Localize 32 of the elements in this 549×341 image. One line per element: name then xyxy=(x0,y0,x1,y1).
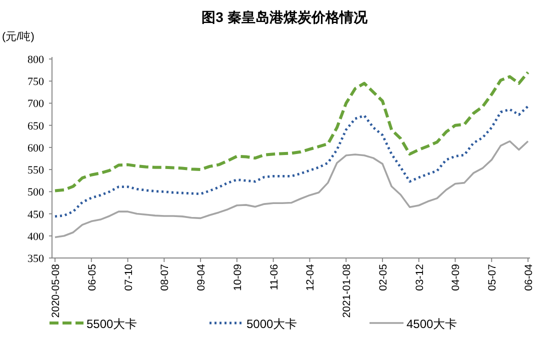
y-tick-label: 500 xyxy=(28,186,44,199)
x-tick-label: 2020-05-08 xyxy=(50,264,62,318)
x-tick-label: 03-12 xyxy=(414,264,426,291)
y-tick-label: 450 xyxy=(28,208,44,221)
legend-label: 5000大卡 xyxy=(246,317,298,331)
x-tick-label: 11-06 xyxy=(268,264,280,290)
x-tick-label: 10-09 xyxy=(232,264,244,291)
line-series xyxy=(54,70,530,192)
x-tick-label: 06-05 xyxy=(86,264,98,291)
line-series xyxy=(54,140,529,238)
x-tick-label: 08-07 xyxy=(159,264,172,291)
legend-label: 5500大卡 xyxy=(86,317,138,331)
x-tick-label: 12-04 xyxy=(304,264,317,291)
x-tick-label: 2021-01-08 xyxy=(341,264,354,318)
y-tick-label: 800 xyxy=(28,54,44,66)
y-tick-label: 650 xyxy=(28,120,44,132)
x-tick-label: 06-04 xyxy=(523,264,535,291)
y-tick-label: 350 xyxy=(28,253,44,265)
y-axis-title: (元/吨) xyxy=(2,30,34,43)
x-tick-label: 09-04 xyxy=(196,264,208,291)
x-tick-label: 04-09 xyxy=(450,264,462,291)
x-tick-label: 05-07 xyxy=(486,264,499,291)
x-tick-label: 07-10 xyxy=(122,264,135,291)
line-series xyxy=(54,105,530,218)
y-tick-label: 700 xyxy=(28,98,44,110)
y-tick-label: 550 xyxy=(28,164,44,177)
y-tick-label: 400 xyxy=(28,230,44,243)
y-tick-label: 600 xyxy=(28,142,44,154)
legend-label: 4500大卡 xyxy=(406,317,458,331)
y-tick-label: 750 xyxy=(28,76,44,88)
x-tick-label: 02-05 xyxy=(377,264,390,291)
chart-title: 图3 秦皇岛港煤炭价格情况 xyxy=(202,9,368,25)
